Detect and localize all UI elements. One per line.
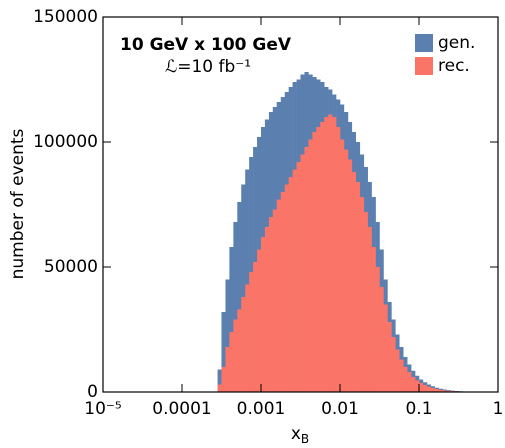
legend-swatch — [415, 34, 433, 52]
bar — [399, 359, 404, 392]
bar — [422, 385, 428, 392]
bar — [245, 169, 250, 392]
y-tick-label: 100000 — [33, 132, 98, 152]
annotation: 10 GeV x 100 GeV — [120, 35, 292, 55]
bar — [363, 212, 368, 392]
bar — [403, 367, 408, 392]
x-tick-label: 0.001 — [237, 399, 286, 419]
bar — [308, 139, 313, 392]
bar — [430, 388, 435, 392]
bar — [328, 114, 333, 392]
bar — [375, 267, 380, 392]
bar — [237, 202, 242, 392]
bar — [426, 386, 432, 392]
bar — [391, 337, 396, 392]
bar — [253, 262, 258, 392]
bar — [355, 182, 361, 392]
legend-label: rec. — [438, 56, 470, 76]
bar — [415, 380, 420, 392]
x-axis-label-sub: B — [301, 432, 309, 446]
bar — [296, 162, 301, 392]
bar — [241, 297, 246, 392]
bar — [332, 117, 337, 392]
bar — [351, 172, 356, 392]
bar — [245, 284, 250, 392]
bar — [225, 279, 230, 392]
bar — [221, 367, 226, 392]
bar — [272, 209, 277, 392]
bar — [229, 332, 234, 392]
legend-swatch — [415, 57, 433, 75]
bar — [221, 312, 226, 392]
bar — [292, 169, 297, 392]
bar — [261, 237, 266, 392]
bar — [379, 287, 384, 392]
bar — [320, 122, 325, 392]
bar — [336, 127, 341, 392]
x-tick-label: 0.01 — [321, 399, 359, 419]
y-tick-label: 50000 — [44, 257, 98, 277]
bar — [411, 377, 416, 392]
bar — [237, 309, 242, 392]
bar — [280, 192, 286, 392]
bar — [288, 177, 293, 392]
bar — [304, 147, 309, 392]
x-tick-label: 1 — [493, 399, 504, 419]
bar — [340, 139, 345, 392]
bar — [407, 372, 412, 392]
bar — [343, 149, 349, 392]
bar — [233, 319, 238, 392]
bar — [442, 390, 447, 392]
bar — [324, 117, 329, 392]
bar — [249, 272, 254, 392]
bar — [367, 227, 372, 392]
annotation: ℒ=10 fb⁻¹ — [165, 57, 251, 77]
bar — [383, 304, 388, 392]
bar — [300, 154, 305, 392]
bar — [257, 249, 262, 392]
y-tick-label: 150000 — [33, 7, 98, 27]
bar — [264, 227, 270, 392]
legend-label: gen. — [438, 33, 475, 53]
x-tick-label: 0.1 — [405, 399, 432, 419]
plot-frame — [102, 16, 499, 393]
bar — [419, 383, 424, 392]
bar — [233, 222, 238, 392]
bar — [371, 247, 376, 392]
bar — [229, 247, 234, 392]
bar — [434, 389, 440, 392]
y-tick-label: 0 — [87, 382, 98, 402]
bar — [268, 217, 274, 392]
bar — [347, 159, 353, 392]
bar — [241, 184, 246, 392]
x-tick-label: 0.0001 — [152, 399, 211, 419]
x-axis-label-main: x — [291, 424, 301, 444]
bar — [438, 389, 444, 392]
bar — [217, 384, 222, 392]
bar — [225, 347, 230, 392]
y-axis-label: number of events — [8, 128, 28, 279]
bar — [359, 197, 365, 392]
x-axis-label: xB — [291, 424, 309, 446]
bar — [276, 199, 282, 392]
bar — [312, 132, 317, 392]
bar — [395, 349, 400, 392]
bar — [217, 369, 222, 392]
x-tick-label: 10⁻⁵ — [84, 399, 121, 419]
bar — [387, 322, 392, 392]
bar — [316, 127, 321, 392]
bar — [284, 184, 289, 392]
